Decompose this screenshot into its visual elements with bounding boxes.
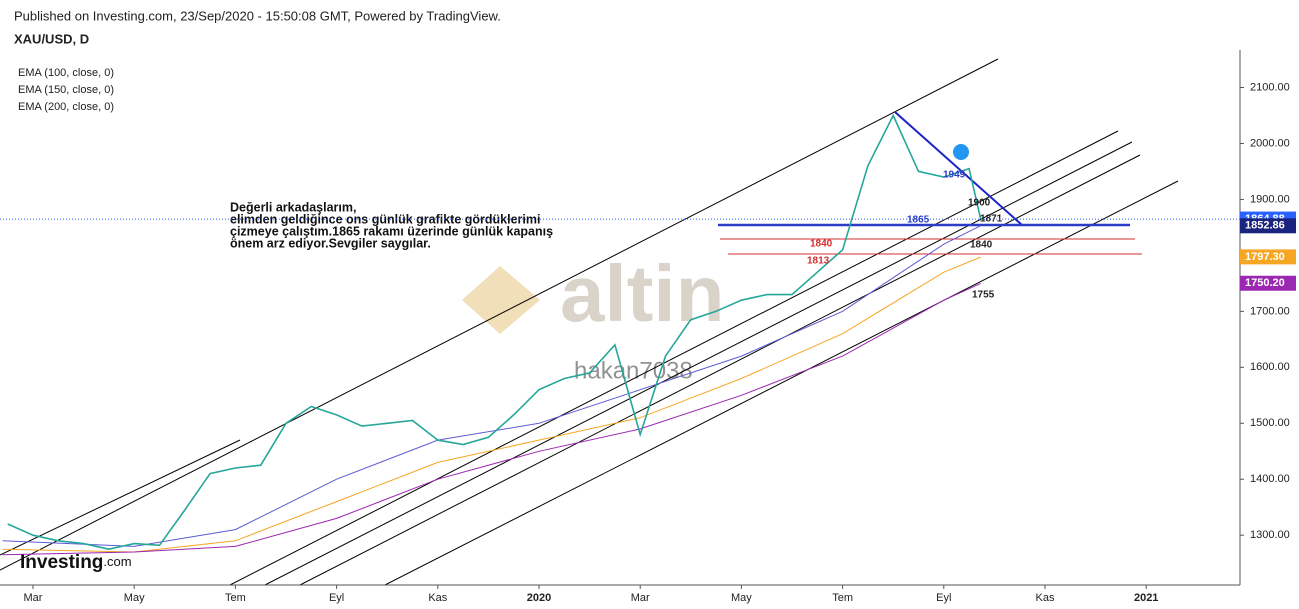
x-tick-label: 2020: [527, 592, 551, 604]
annotation: 1755: [972, 290, 995, 301]
watermark-text: altin: [560, 249, 724, 338]
note-line: elimden geldiğince ons günlük grafikte g…: [230, 212, 540, 226]
price-line: [7, 113, 982, 551]
legend-label: EMA (150, close, 0): [18, 84, 114, 96]
x-tick-label: Tem: [832, 592, 853, 604]
x-tick-label: May: [731, 592, 752, 604]
channel-line: [264, 141, 1133, 585]
y-tick-label: 1500.00: [1250, 417, 1290, 429]
annotation: 1900: [968, 198, 991, 209]
x-tick-label: Tem: [225, 592, 246, 604]
legend-label: EMA (100, close, 0): [18, 67, 114, 79]
note-line: çizmeye çalıştım.1865 rakamı üzerinde gü…: [230, 224, 553, 238]
x-tick-label: Mar: [631, 592, 650, 604]
annotation: 1949: [943, 170, 966, 181]
ema-line: [2, 282, 981, 556]
legend: EMA (100, close, 0) EMA (150, close, 0) EM…: [18, 67, 114, 113]
note-line: önem arz ediyor.Sevgiler saygılar.: [230, 236, 431, 250]
user-mark: hakan7038: [574, 357, 693, 384]
price-label: 1852.86: [1245, 220, 1285, 232]
x-tick-label: Kas: [428, 592, 447, 604]
channel-line: [0, 439, 241, 556]
annotation: 1840: [970, 240, 993, 251]
watermark: altin: [560, 249, 724, 338]
event-icon[interactable]: [953, 144, 969, 160]
legend-label: EMA (200, close, 0): [18, 101, 114, 113]
plot: [0, 58, 1179, 585]
channel-line: [0, 58, 999, 571]
watermark-icon: [462, 266, 540, 334]
x-tick-label: Mar: [24, 592, 43, 604]
logo: Investing.com: [20, 552, 132, 573]
x-tick-label: 2021: [1134, 592, 1158, 604]
note-line: Değerli arkadaşlarım,: [230, 200, 356, 214]
x-tick-label: Eyl: [329, 592, 344, 604]
y-tick-label: 1700.00: [1250, 305, 1290, 317]
price-label-box: [1240, 218, 1296, 234]
trend-line: [894, 111, 1023, 226]
y-tick-label: 1900.00: [1250, 193, 1290, 205]
price-label: 1797.30: [1245, 251, 1285, 263]
channel-line: [299, 154, 1141, 585]
annotation: 1840: [810, 239, 833, 250]
price-label: 1750.20: [1245, 277, 1285, 289]
y-tick-label: 1300.00: [1250, 529, 1290, 541]
logo-text: Investing: [20, 552, 103, 573]
y-tick-label: 1600.00: [1250, 361, 1290, 373]
annotation: 1813: [807, 256, 830, 267]
x-tick-label: Kas: [1036, 592, 1055, 604]
y-tick-label: 2000.00: [1250, 137, 1290, 149]
note: Değerli arkadaşlarım,elimden geldiğince …: [230, 200, 553, 250]
logo-suffix: .com: [103, 554, 131, 569]
published: Published on Investing.com, 23/Sep/2020 …: [14, 8, 501, 23]
channel-line: [384, 180, 1179, 585]
ema-line: [2, 225, 981, 547]
x-tick-label: Eyl: [936, 592, 951, 604]
chart-title: XAU/USD, D: [14, 31, 89, 46]
y-tick-label: 1400.00: [1250, 473, 1290, 485]
price-label-box: [1240, 275, 1296, 291]
price-label-box: [1240, 249, 1296, 265]
x-tick-label: May: [124, 592, 145, 604]
y-tick-label: 2100.00: [1250, 81, 1290, 93]
channel-line: [229, 130, 1119, 585]
annotation: 1865: [907, 215, 930, 226]
ema-line: [2, 256, 981, 553]
annotation: 1871: [980, 214, 1003, 225]
